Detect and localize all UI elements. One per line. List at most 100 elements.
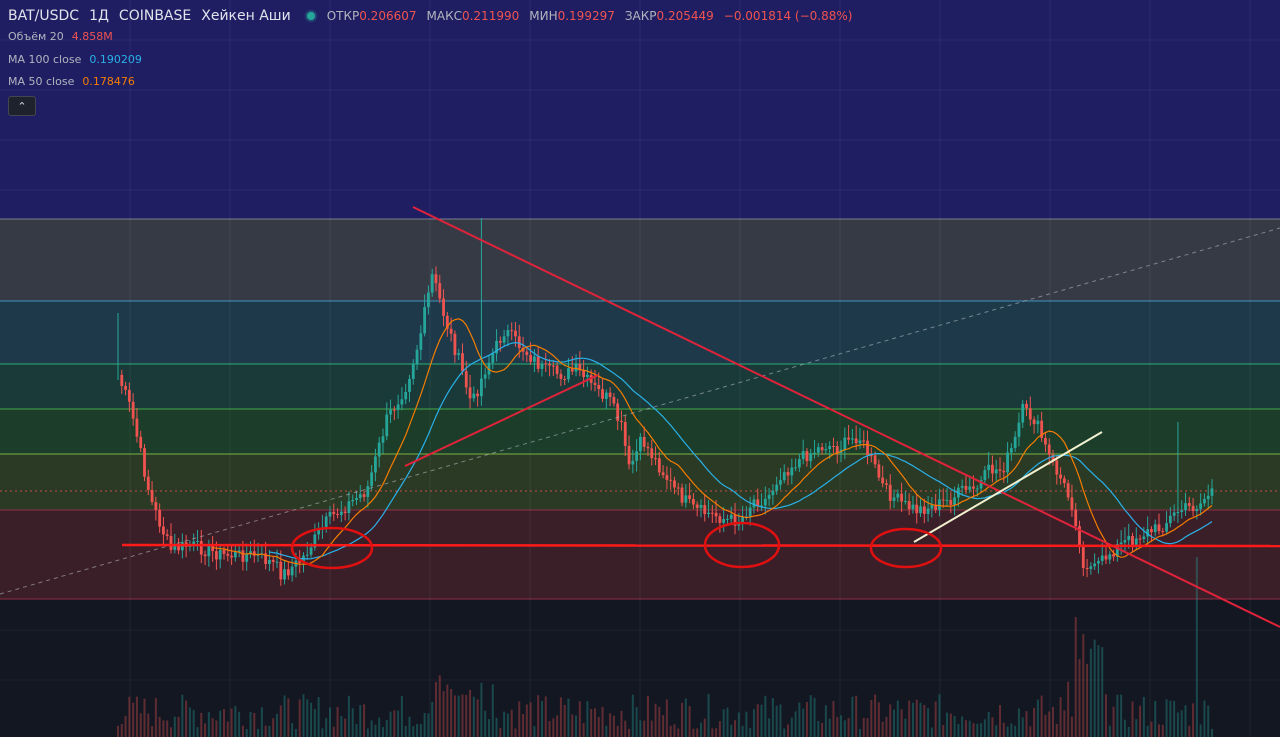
volume-bar xyxy=(222,709,225,737)
candle-body xyxy=(1153,524,1157,533)
candle-body xyxy=(779,480,782,485)
ma50-line xyxy=(212,318,1213,565)
volume-bar xyxy=(999,704,1002,737)
candle-body xyxy=(127,389,131,402)
chevron-up-icon: ⌃ xyxy=(17,99,27,113)
candle-body xyxy=(241,550,245,562)
candle-body xyxy=(922,506,926,514)
candle-body xyxy=(370,472,374,487)
candle-body xyxy=(650,448,654,459)
volume-bar xyxy=(707,694,710,737)
candle-body xyxy=(249,551,252,555)
volume-bar xyxy=(351,708,354,737)
candle-body xyxy=(135,418,139,437)
candle-body xyxy=(691,498,695,505)
volume-bar xyxy=(1006,726,1009,737)
indicator-label: Объём 20 xyxy=(8,30,64,43)
volume-bar xyxy=(972,723,975,737)
volume-bar xyxy=(696,728,699,737)
volume-bar xyxy=(949,713,952,737)
volume-bar xyxy=(370,720,373,737)
candle-body xyxy=(790,467,794,476)
volume-bar xyxy=(1014,725,1017,737)
volume-bar xyxy=(654,703,657,737)
candle-body xyxy=(1006,452,1009,473)
volume-bar xyxy=(522,713,525,737)
open-label: ОТКР xyxy=(326,9,360,23)
volume-bar xyxy=(253,712,256,737)
candle-body xyxy=(1051,454,1055,461)
candle-body xyxy=(934,504,938,510)
candle-body xyxy=(457,353,461,355)
volume-bar xyxy=(332,726,335,737)
candle-body xyxy=(275,561,279,563)
candle-body xyxy=(374,456,377,473)
volume-bar xyxy=(245,728,248,737)
volume-bar xyxy=(211,718,214,737)
candle-body xyxy=(442,298,445,316)
candle-body xyxy=(714,512,718,517)
collapse-legend-button[interactable]: ⌃ xyxy=(8,96,36,116)
candle-body xyxy=(809,453,813,462)
drawings xyxy=(0,206,1280,628)
volume-bar xyxy=(575,715,578,737)
volume-bar xyxy=(836,717,839,737)
symbol-name[interactable]: BAT/USDC xyxy=(8,8,80,24)
candle-body xyxy=(854,438,858,444)
indicator-ma50[interactable]: MA 50 close 0.178476 xyxy=(8,75,135,88)
candle-body xyxy=(177,545,180,551)
volume-bar xyxy=(1033,707,1036,737)
volume-bar xyxy=(824,705,827,737)
volume-bar xyxy=(1055,723,1058,737)
volume-bar xyxy=(923,704,926,737)
candle-body xyxy=(434,274,438,284)
candle-body xyxy=(707,512,710,515)
volume-bar xyxy=(1044,714,1047,737)
candle-body xyxy=(919,506,922,514)
volume-bar xyxy=(1029,726,1032,737)
volume-bar xyxy=(699,722,702,737)
candle-body xyxy=(968,486,972,490)
candle-body xyxy=(638,436,642,452)
candle-body xyxy=(684,495,688,503)
candle-body xyxy=(1210,488,1214,496)
candle-body xyxy=(805,451,809,462)
volume-bar xyxy=(533,726,536,737)
candle-body xyxy=(1134,538,1138,545)
candle-body xyxy=(445,315,449,329)
volume-bar xyxy=(874,694,877,737)
volume-bar xyxy=(1025,711,1028,737)
candle-body xyxy=(268,559,271,564)
candle-body xyxy=(620,420,623,423)
volume-bar xyxy=(204,723,207,737)
volume-bar xyxy=(877,702,880,737)
volume-bar xyxy=(366,728,369,737)
volume-bar xyxy=(257,728,260,737)
candle-body xyxy=(199,540,203,555)
volume-bar xyxy=(771,698,774,737)
volume-bar xyxy=(487,719,490,737)
descending-trendline xyxy=(412,206,1280,628)
volume-bar xyxy=(529,702,532,737)
volume-bar xyxy=(1078,659,1081,737)
candle-body xyxy=(1127,535,1131,541)
volume-bar xyxy=(601,706,604,737)
chart-style[interactable]: Хейкен Аши xyxy=(201,8,291,24)
interval[interactable]: 1Д xyxy=(89,8,109,24)
volume-bar xyxy=(1040,695,1043,737)
candle-body xyxy=(847,437,850,440)
volume-bar xyxy=(1120,694,1123,737)
volume-bar xyxy=(734,720,737,737)
volume-bar xyxy=(241,725,244,737)
indicator-ma100[interactable]: MA 100 close 0.190209 xyxy=(8,53,142,66)
candle-body xyxy=(1104,555,1108,560)
candle-body xyxy=(729,514,733,519)
candle-body xyxy=(430,274,434,293)
indicator-volume[interactable]: Объём 20 4.858M xyxy=(8,30,113,43)
candle-body xyxy=(570,368,574,372)
candle-body xyxy=(680,487,684,503)
symbol-legend[interactable]: BAT/USDC 1Д COINBASE Хейкен Аши ОТКР 0.20… xyxy=(8,8,862,24)
candle-body xyxy=(502,336,506,343)
volume-bar xyxy=(1089,648,1092,737)
